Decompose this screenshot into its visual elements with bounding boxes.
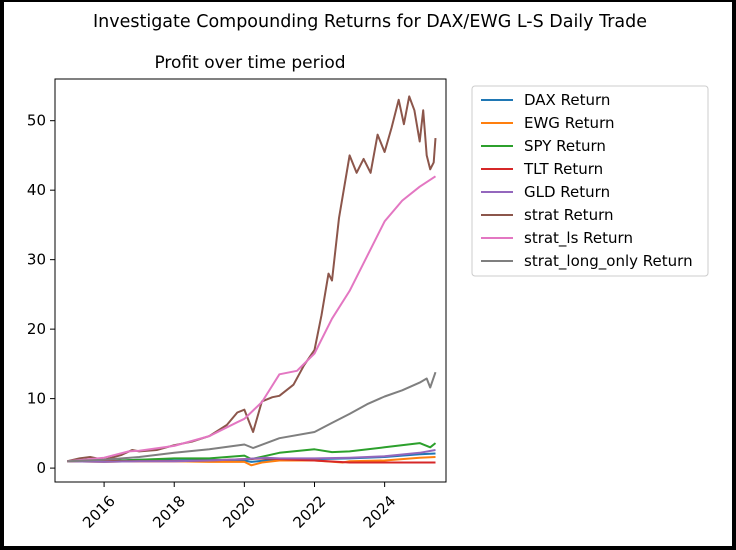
- series-line-6: [67, 175, 437, 463]
- y-tick-label: 10: [27, 390, 46, 408]
- series-line-7: [67, 371, 437, 463]
- x-tick-label: 2024: [360, 492, 400, 532]
- y-tick-label: 30: [27, 251, 46, 269]
- series-line-2: [67, 442, 437, 463]
- legend-label: strat Return: [524, 206, 613, 224]
- x-tick-label: 2018: [149, 492, 189, 532]
- chart-title: Profit over time period: [154, 53, 345, 73]
- legend-label: EWG Return: [524, 114, 614, 132]
- legend-label: strat_long_only Return: [524, 252, 693, 271]
- y-tick-label: 40: [27, 181, 46, 199]
- y-tick-label: 20: [27, 320, 46, 338]
- y-axis: 0 10 20 30 40 50: [27, 112, 55, 477]
- x-tick-label: 2020: [219, 492, 259, 532]
- legend-label: TLT Return: [523, 160, 603, 178]
- series-line-4: [67, 449, 436, 463]
- x-tick-label: 2022: [290, 492, 330, 532]
- figure-title: Investigate Compounding Returns for DAX/…: [93, 12, 647, 32]
- legend-label: SPY Return: [524, 137, 606, 155]
- legend-label: strat_ls Return: [524, 229, 633, 248]
- x-axis: 2016 2018 2020 2022 2024: [79, 482, 399, 532]
- series-layer: [67, 95, 437, 467]
- x-tick-label: 2016: [79, 492, 119, 532]
- y-tick-label: 0: [36, 459, 46, 477]
- plot-area-frame: [54, 78, 447, 483]
- legend-label: DAX Return: [524, 91, 610, 109]
- line-chart: Investigate Compounding Returns for DAX/…: [27, 12, 709, 532]
- series-line-5: [67, 95, 437, 463]
- legend-box: [471, 85, 709, 277]
- legend-label: GLD Return: [524, 183, 610, 201]
- legend: DAX Return EWG Return SPY Return TLT Return…: [471, 85, 709, 277]
- figure-canvas: Investigate Compounding Returns for DAX/…: [4, 2, 732, 546]
- y-tick-label: 50: [27, 112, 46, 130]
